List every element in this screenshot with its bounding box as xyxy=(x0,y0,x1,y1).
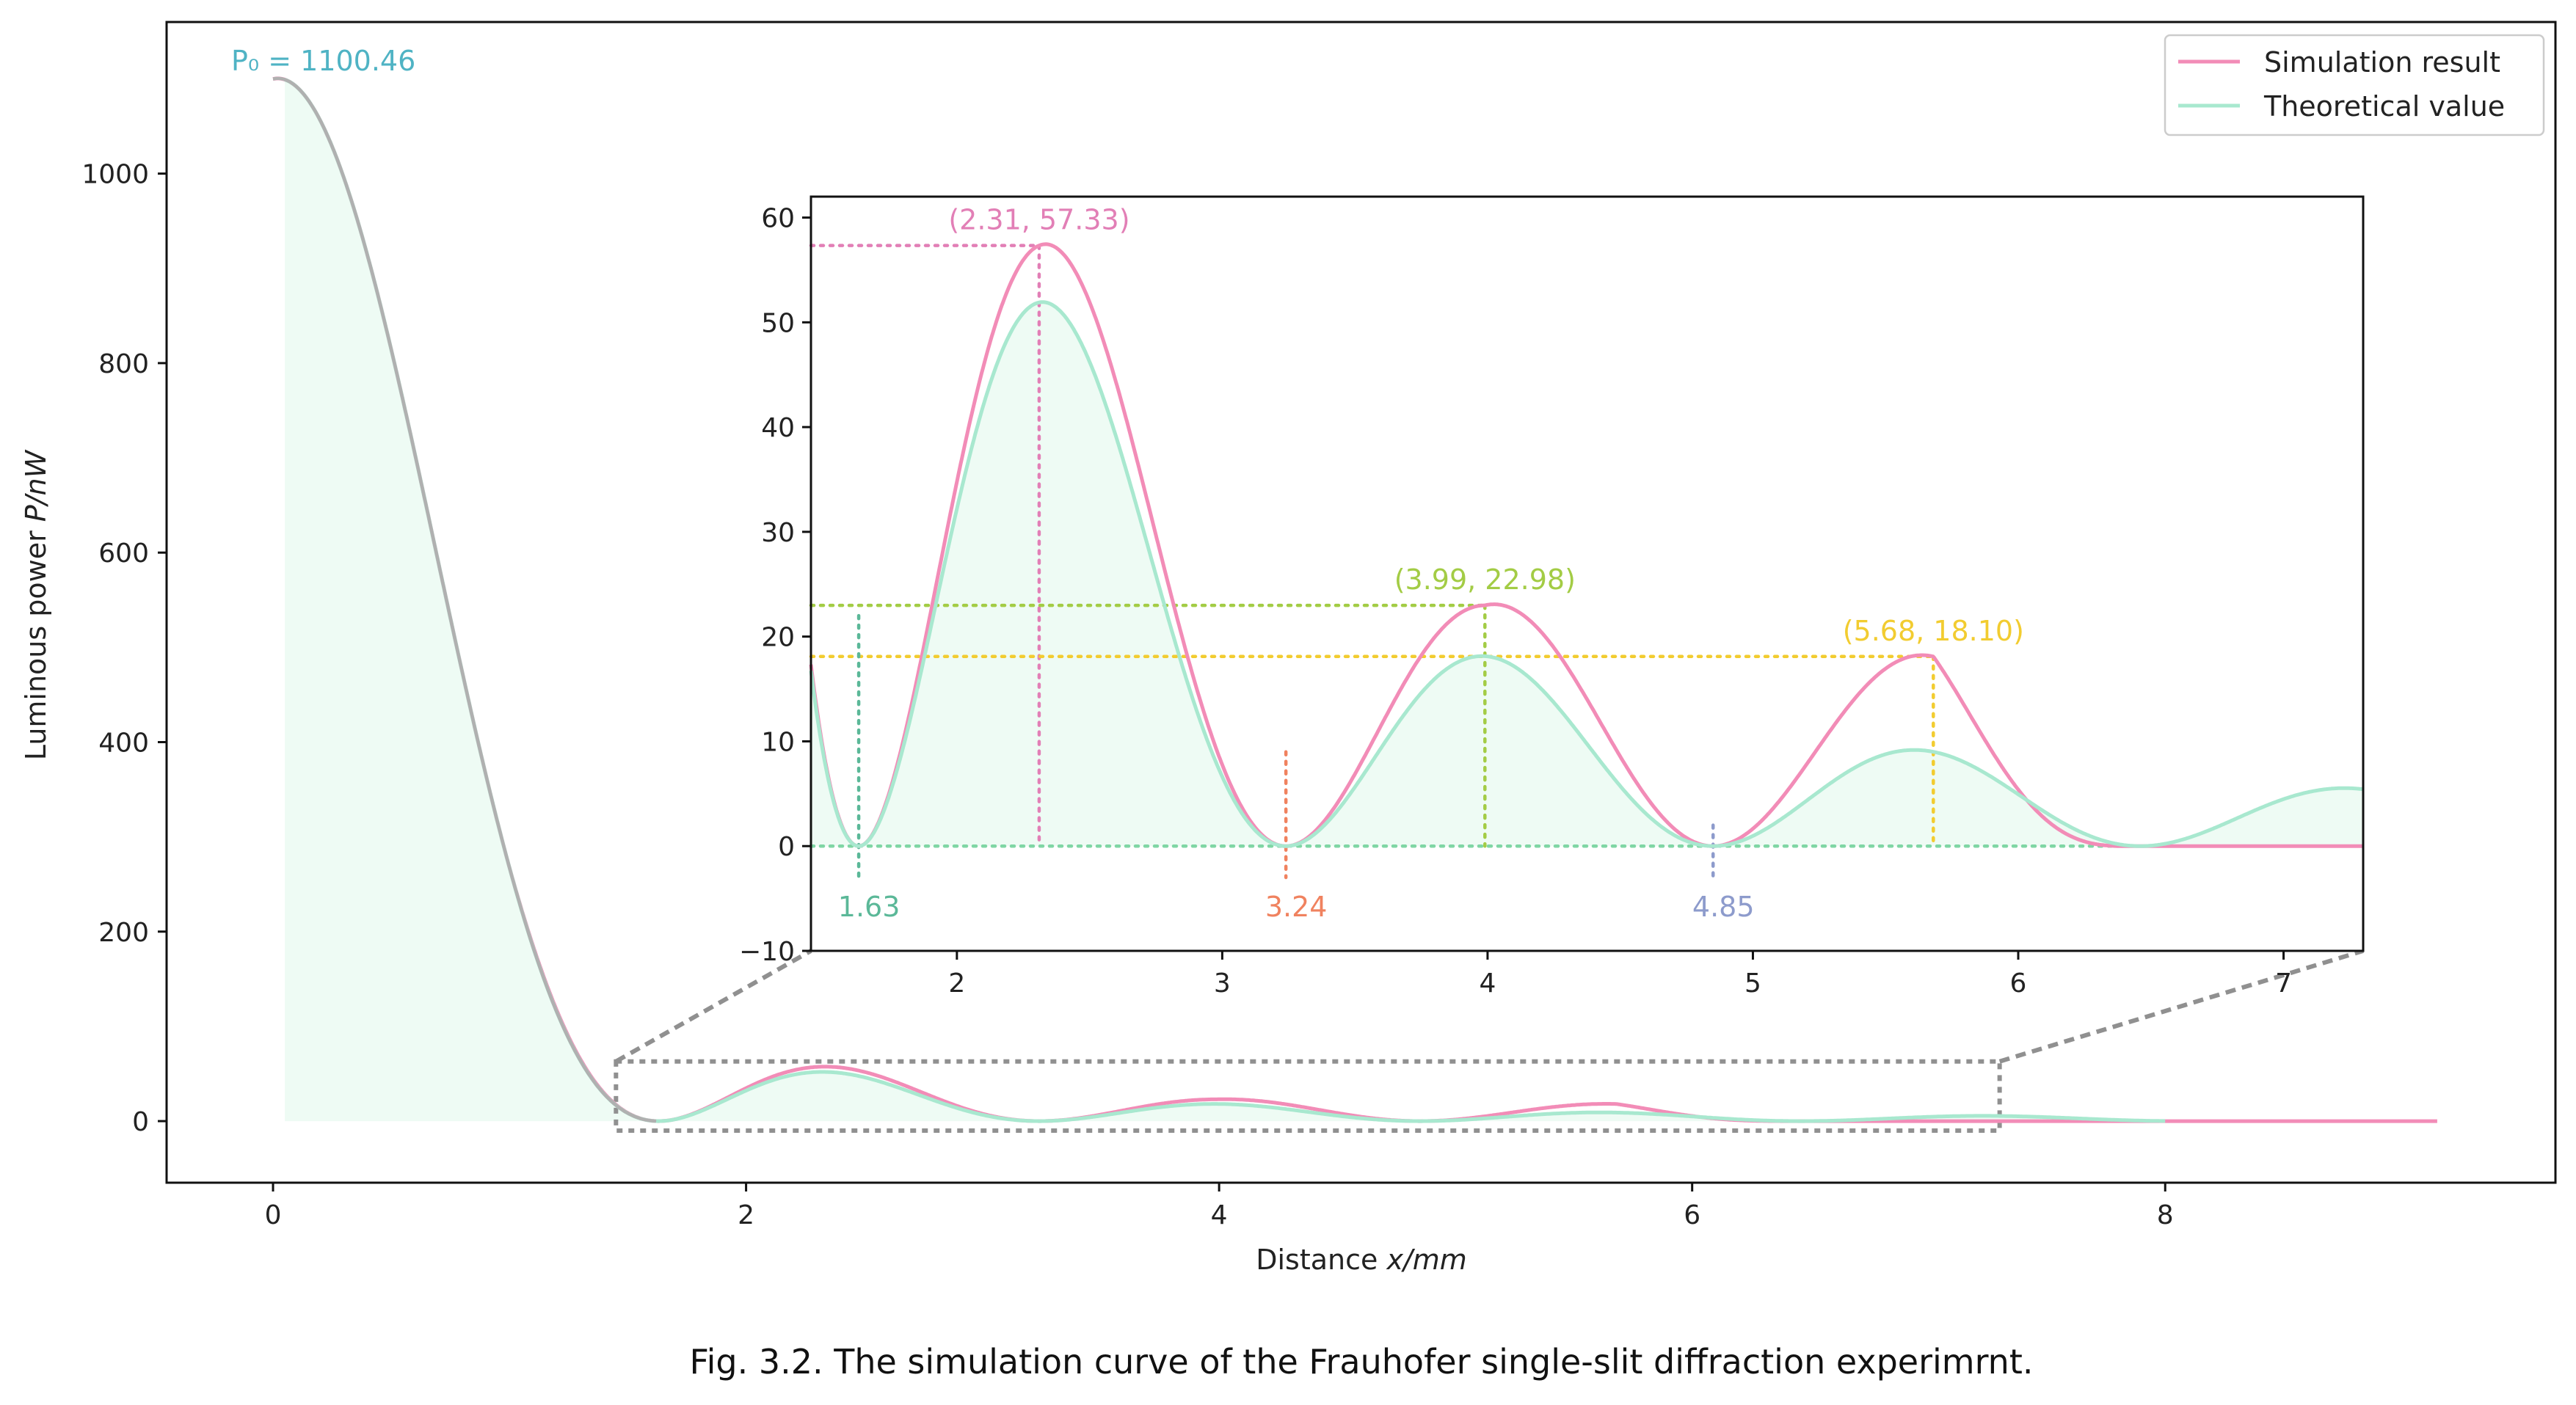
main-x-tick-label: 0 xyxy=(265,1200,282,1230)
inset-x-ticks: 2 3 4 5 6 7 xyxy=(948,951,2292,999)
inset-y-tick-label: 60 xyxy=(761,204,795,234)
inset-y-tick-label: 30 xyxy=(761,518,795,548)
legend-box xyxy=(2164,34,2545,136)
inset-y-tick-label: 50 xyxy=(761,308,795,338)
minimum-label: 4.85 xyxy=(1692,891,1755,923)
inset-x-tick-label: 5 xyxy=(1744,968,1761,999)
figure-caption: Fig. 3.2. The simulation curve of the Fr… xyxy=(690,1342,2034,1382)
inset-annotations: (2.31, 57.33) (3.99, 22.98) (5.68, 18.10) 1… xyxy=(838,204,2024,924)
main-overlap-line xyxy=(272,76,657,1123)
x-axis-label-var: x xyxy=(1386,1244,1403,1276)
main-y-tick-label: 400 xyxy=(98,728,149,758)
peak-power-annotation: P₀ = 1100.46 xyxy=(231,45,415,77)
y-axis-label-prefix: Luminous power xyxy=(20,522,52,760)
inset-x-tick-label: 3 xyxy=(1214,968,1231,999)
inset-simulation-line xyxy=(809,242,2363,848)
main-y-tick-label: 200 xyxy=(98,918,149,948)
legend-label-theoretical: Theoretical value xyxy=(2263,90,2505,123)
minimum-label: 1.63 xyxy=(838,891,900,923)
inset-y-tick-label: 20 xyxy=(761,623,795,653)
main-y-tick-label: 0 xyxy=(132,1107,149,1137)
main-y-tick-label: 1000 xyxy=(81,160,149,190)
main-y-ticks: 0 200 400 600 800 1000 xyxy=(81,160,167,1137)
inset-x-tick-label: 6 xyxy=(2010,968,2027,999)
main-theoretical-fill xyxy=(285,79,2166,1122)
maximum-label: (2.31, 57.33) xyxy=(948,204,1129,236)
x-axis-label-prefix: Distance xyxy=(1256,1244,1386,1276)
inset-x-tick-label: 2 xyxy=(948,968,965,999)
zoom-connector-right xyxy=(1998,949,2364,1064)
main-plot-frame xyxy=(165,21,2557,1184)
inset-fill-layer xyxy=(811,302,2363,847)
inset-axes: 2 3 4 5 6 7 −10 0 10 20 30 40 50 60 (2.31, 57.33) (3.… xyxy=(739,195,2365,999)
minimum-label: 3.24 xyxy=(1265,891,1328,923)
inset-x-tick-label: 7 xyxy=(2275,968,2292,999)
main-x-ticks: 0 2 4 6 8 xyxy=(265,1183,2174,1230)
main-x-tick-label: 4 xyxy=(1211,1200,1228,1230)
inset-y-tick-label: 10 xyxy=(761,727,795,757)
inset-x-tick-label: 4 xyxy=(1479,968,1496,999)
y-axis-label-var: P xyxy=(20,505,52,522)
inset-frame xyxy=(809,195,2365,952)
maximum-label: (5.68, 18.10) xyxy=(1843,615,2024,647)
main-lines-layer xyxy=(272,76,2437,1123)
maximum-label: (3.99, 22.98) xyxy=(1394,563,1576,596)
main-x-tick-label: 8 xyxy=(2157,1200,2174,1230)
legend-label-simulation: Simulation result xyxy=(2264,46,2500,79)
x-axis-label-unit: /mm xyxy=(1401,1244,1467,1276)
main-x-tick-label: 2 xyxy=(738,1200,754,1230)
inset-y-ticks: −10 0 10 20 30 40 50 60 xyxy=(739,204,811,967)
y-axis-label: Luminous power P/nW xyxy=(20,449,52,760)
zoom-indicator xyxy=(614,949,2364,1133)
inset-lines-layer xyxy=(809,242,2364,848)
main-x-tick-label: 6 xyxy=(1684,1200,1700,1230)
main-y-tick-label: 800 xyxy=(98,349,149,379)
y-axis-label-unit: /nW xyxy=(20,449,52,507)
legend: Simulation result Theoretical value xyxy=(2164,34,2545,136)
inset-y-tick-label: 0 xyxy=(778,832,795,862)
main-y-tick-label: 600 xyxy=(98,539,149,569)
inset-y-tick-label: 40 xyxy=(761,413,795,443)
inset-theoretical-fill xyxy=(811,302,2363,847)
zoom-connector-left xyxy=(614,949,812,1064)
main-fill-layer xyxy=(285,79,2166,1122)
x-axis-label: Distance x/mm xyxy=(1256,1244,1467,1276)
inset-guide-lines xyxy=(809,244,2365,880)
inset-theoretical-line xyxy=(809,300,2364,848)
inset-y-tick-label: −10 xyxy=(739,937,795,967)
